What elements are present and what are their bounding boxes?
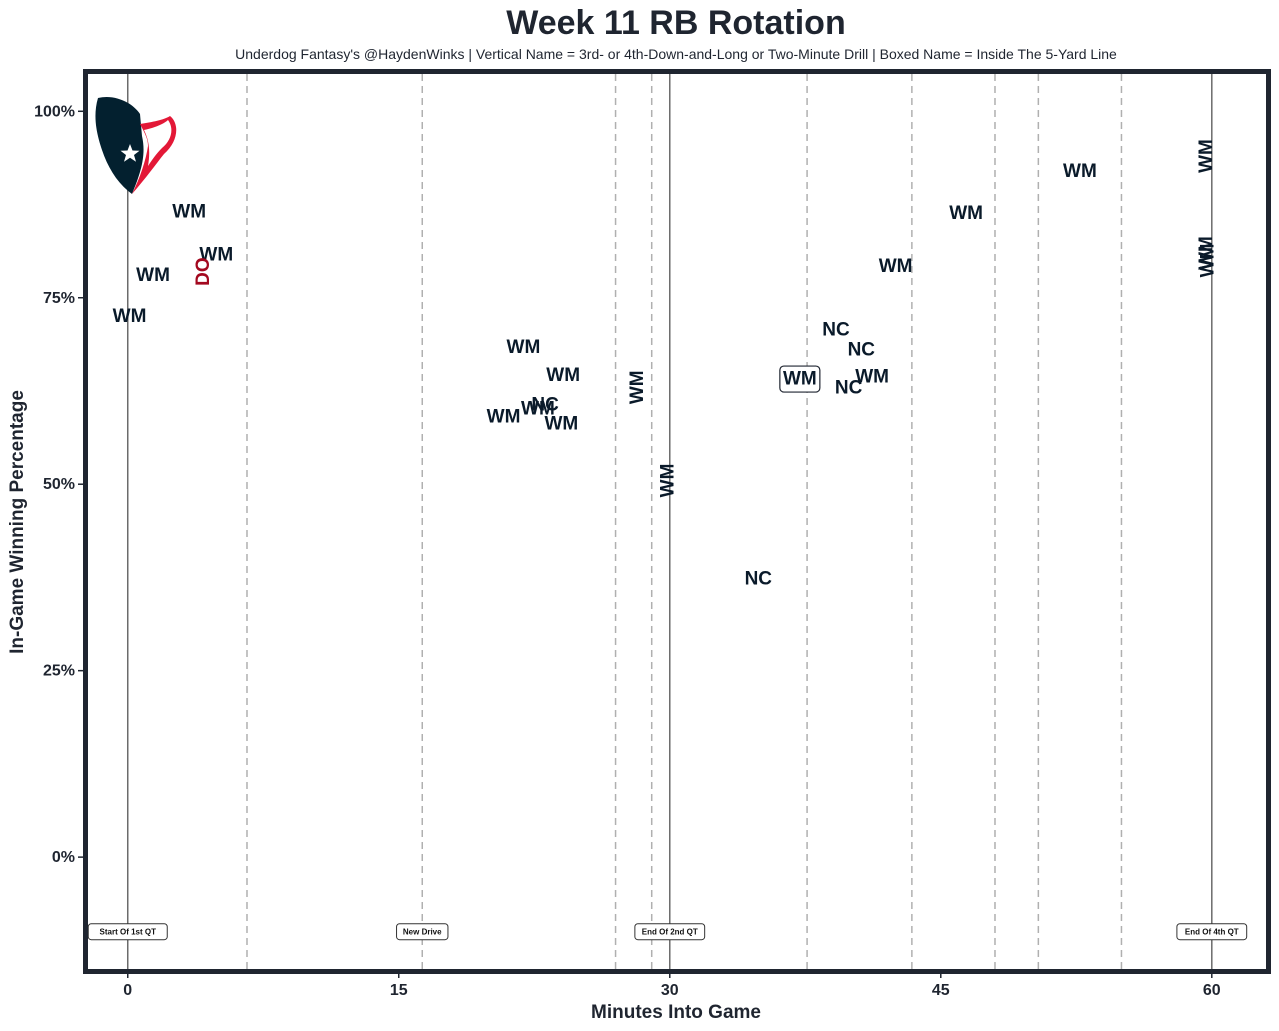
point-label: WM	[879, 256, 913, 277]
event-label-box	[396, 923, 449, 941]
event-label-box	[1176, 923, 1248, 941]
point-label: WM	[546, 365, 580, 386]
chart-title: Week 11 RB Rotation	[506, 4, 845, 42]
point-label: WM	[487, 407, 521, 428]
event-label: New Drive	[403, 928, 442, 937]
plot-frame	[83, 69, 1271, 974]
point-label: NC	[835, 377, 863, 398]
x-tick-label: 15	[390, 982, 408, 999]
point-label: NC	[531, 395, 559, 416]
y-tick-label: 100%	[34, 103, 75, 120]
point-label: WM	[199, 245, 233, 266]
point-label: WM	[544, 413, 578, 434]
point-label: WM	[136, 265, 170, 286]
point-label: WM	[627, 370, 648, 404]
event-label: End Of 4th QT	[1185, 928, 1239, 937]
x-tick-label: 45	[932, 982, 950, 999]
y-axis-title: In-Game Winning Percentage	[7, 390, 28, 654]
point-label: WM	[521, 398, 555, 419]
point-label: WM	[783, 369, 817, 390]
point-label: WM	[855, 366, 889, 387]
texans-logo-icon	[95, 96, 177, 194]
point-label: NC	[848, 339, 876, 360]
event-label-box	[634, 923, 706, 941]
x-axis-title: Minutes Into Game	[591, 1002, 761, 1023]
point-label: WM	[1063, 161, 1097, 182]
x-tick-label: 60	[1203, 982, 1221, 999]
point-label: WM	[949, 203, 983, 224]
x-tick-label: 30	[661, 982, 679, 999]
point-label: WM	[657, 464, 678, 498]
x-tick-label: 0	[123, 982, 132, 999]
point-label: WM	[172, 201, 206, 222]
point-label: WM	[113, 306, 147, 327]
event-label: End Of 2nd QT	[642, 928, 698, 937]
y-tick-label: 0%	[52, 849, 75, 866]
y-tick-label: 50%	[43, 476, 75, 493]
y-tick-label: 25%	[43, 663, 75, 680]
point-label: WM	[1196, 139, 1217, 173]
inside-5-box	[779, 365, 821, 393]
point-label: DO	[193, 257, 214, 286]
chart-subtitle: Underdog Fantasy's @HaydenWinks | Vertic…	[235, 46, 1117, 62]
y-tick-label: 75%	[43, 290, 75, 307]
point-label: NC	[745, 568, 773, 589]
plot-area: Start Of 1st QT New Drive End Of 2nd QT End…	[87, 74, 1248, 969]
point-label: WM	[507, 337, 541, 358]
event-label: Start Of 1st QT	[100, 928, 157, 937]
point-label: NC	[822, 319, 850, 340]
point-label: WM	[1196, 236, 1217, 270]
point-label: WM	[1198, 244, 1219, 278]
event-label-box	[87, 923, 168, 941]
